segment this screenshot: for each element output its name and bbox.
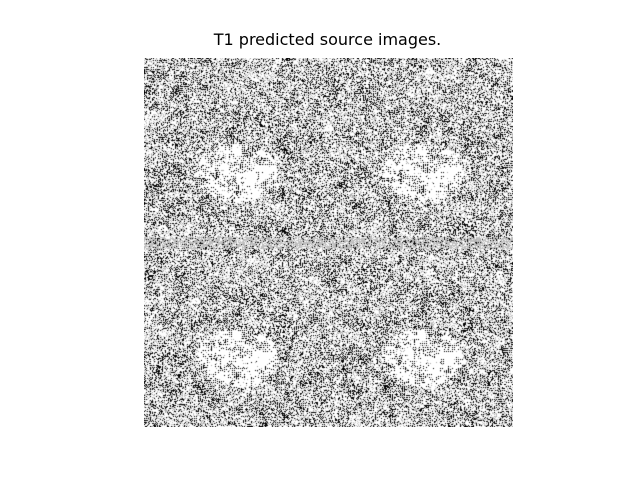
predicted-images-panel bbox=[144, 58, 513, 427]
predicted-source-image bbox=[144, 58, 513, 427]
figure-title: T1 predicted source images. bbox=[213, 30, 442, 49]
